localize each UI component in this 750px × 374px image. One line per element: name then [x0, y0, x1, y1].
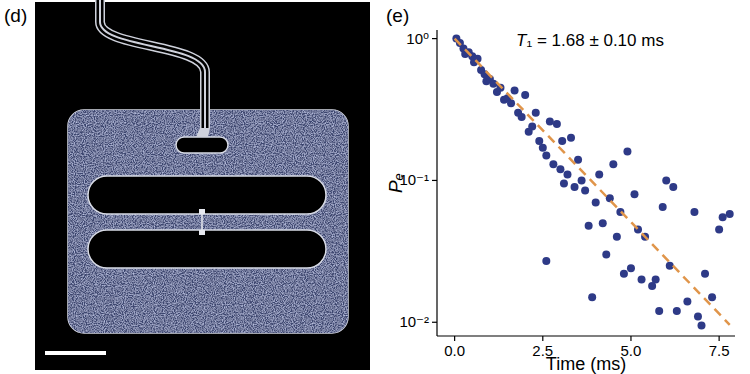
x-tick-label: 7.5: [709, 342, 730, 359]
data-point: [630, 190, 638, 198]
data-point: [726, 210, 734, 218]
data-point: [602, 251, 610, 259]
data-point: [719, 213, 727, 221]
feedline-gap: [100, 0, 205, 128]
data-point: [528, 123, 536, 131]
data-point: [595, 171, 603, 179]
junction-lead: [201, 214, 203, 230]
data-point: [553, 120, 561, 128]
x-tick: [719, 336, 720, 341]
data-point: [673, 307, 681, 315]
junction-pad: [199, 230, 205, 235]
ground-pad: [68, 110, 348, 333]
y-tick-label: 10⁻²: [399, 313, 429, 330]
data-point: [511, 87, 519, 95]
data-point: [546, 118, 554, 126]
y-axis: [436, 30, 437, 336]
data-point: [578, 176, 586, 184]
data-point: [690, 208, 698, 216]
data-point: [638, 276, 646, 284]
scale-bar: [45, 351, 106, 355]
data-point: [652, 276, 660, 284]
data-point: [571, 183, 579, 191]
image-background: [35, 2, 370, 370]
data-point: [556, 165, 564, 173]
data-point: [666, 262, 674, 270]
data-point: [489, 80, 497, 88]
data-point: [567, 134, 575, 142]
annotation: T₁ = 1.68 ± 0.10 ms: [516, 31, 664, 50]
slot: [88, 230, 326, 268]
data-point: [558, 137, 566, 145]
x-axis-label: Time (ms): [546, 354, 626, 374]
ground-texture: [68, 110, 348, 333]
data-point: [535, 137, 543, 145]
data-point: [585, 222, 593, 230]
data-point: [697, 321, 705, 329]
data-point: [708, 293, 716, 301]
data-point: [532, 109, 540, 117]
feedline-taper: [196, 128, 210, 137]
x-tick: [454, 336, 455, 341]
data-point: [563, 171, 571, 179]
data-point: [549, 160, 557, 168]
data-point: [683, 298, 691, 306]
data-point: [542, 151, 550, 159]
data-point: [662, 176, 670, 184]
coupler-notch: [176, 137, 228, 153]
data-point: [581, 186, 589, 194]
data-point: [599, 219, 607, 227]
data-point: [623, 147, 631, 155]
device-panel: [35, 0, 370, 370]
junction-pad: [199, 209, 205, 214]
data-point: [655, 307, 663, 315]
feedline-center: [100, 0, 205, 128]
data-point: [627, 264, 635, 272]
data-point: [613, 233, 621, 241]
feedline-outer: [100, 0, 205, 128]
y-axis-label: Pₑ: [385, 173, 406, 193]
data-point: [542, 257, 550, 265]
x-axis: [437, 335, 735, 336]
panel-label: (e): [386, 5, 409, 26]
panel-label: (d): [4, 5, 27, 26]
data-point: [521, 91, 529, 99]
y-tick: [432, 322, 437, 323]
slot: [88, 176, 326, 214]
plot-area: [452, 35, 733, 330]
data-point: [694, 312, 702, 320]
x-tick: [630, 336, 631, 341]
data-point: [588, 293, 596, 301]
fit-line: [455, 39, 730, 325]
data-point: [620, 270, 628, 278]
y-tick: [432, 180, 437, 181]
y-tick-label: 10⁰: [406, 30, 429, 47]
data-point: [507, 99, 515, 107]
x-tick: [542, 336, 543, 341]
figure: (d)(e)0.02.55.07.510⁻²10⁻¹10⁰Time (ms)Pₑ…: [0, 0, 750, 374]
x-tick-label: 0.0: [444, 342, 465, 359]
data-point: [539, 144, 547, 152]
data-point: [609, 160, 617, 168]
data-point: [560, 180, 568, 188]
data-point: [715, 226, 723, 234]
data-point: [659, 203, 667, 211]
annotation-rest: ₁ = 1.68 ± 0.10 ms: [526, 31, 663, 50]
data-point: [701, 270, 709, 278]
data-point: [669, 183, 677, 191]
data-point: [592, 198, 600, 206]
data-point: [518, 113, 526, 121]
y-tick: [432, 38, 437, 39]
